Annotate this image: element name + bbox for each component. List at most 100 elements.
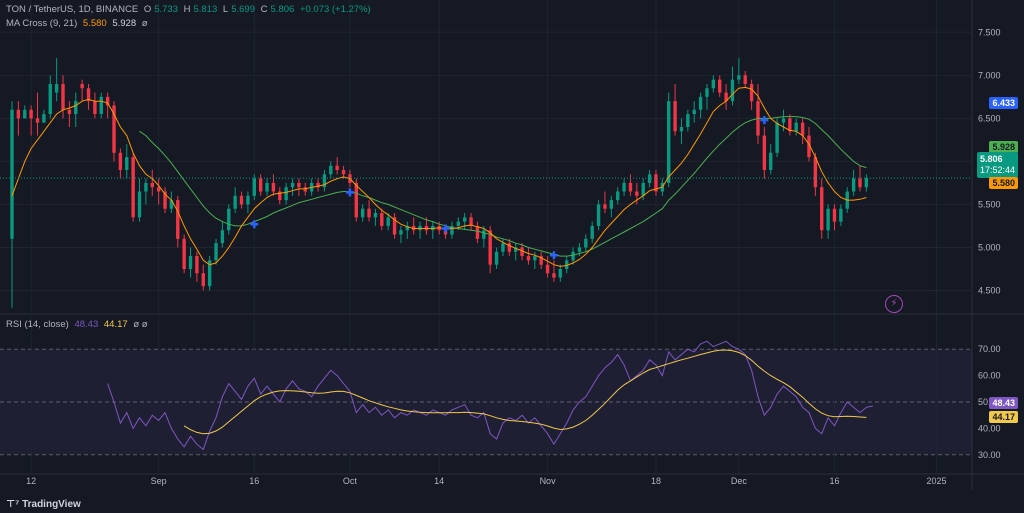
candle-body [616, 191, 620, 201]
candle-body [316, 182, 320, 188]
candle-body [220, 230, 225, 244]
ma-slow-line [139, 116, 867, 257]
rsi-pane-header: RSI (14, close) 48.43 44.17 ø ø [6, 319, 151, 330]
price-tick-label: 4.500 [978, 285, 1001, 295]
rsi-ma-tag: 44.17 [989, 411, 1018, 423]
candle-body [290, 182, 295, 188]
candle-body [635, 191, 639, 196]
candle-body [775, 122, 779, 153]
candle-body [392, 217, 397, 235]
candle-body [533, 256, 537, 261]
candle-body [80, 83, 84, 89]
time-tick-label: Dec [731, 476, 748, 486]
price-tick-label: 5.500 [978, 199, 1001, 209]
close-label: C [260, 4, 268, 15]
candle-body [265, 182, 269, 192]
candle-body [405, 225, 410, 231]
ma-legend: MA Cross (9, 21) 5.580 5.928 ø [6, 18, 151, 29]
candle-body [788, 118, 792, 132]
symbol-title[interactable]: TON / TetherUS, 1D, BINANCE [6, 4, 139, 15]
candle-body [718, 79, 722, 93]
candle-body [284, 187, 288, 201]
rsi-ma-line [183, 349, 867, 435]
candle-body [826, 208, 830, 231]
candle-body [781, 118, 786, 123]
tradingview-logo-text: TradingView [22, 499, 81, 510]
candle-body [297, 182, 301, 188]
candle-body [724, 92, 728, 102]
lightning-icon[interactable]: ⚡ [885, 295, 903, 313]
rsi-title[interactable]: RSI (14, close) [6, 319, 69, 330]
candle-body [596, 204, 601, 226]
bar-countdown: 17:52:44 [979, 165, 1015, 175]
visibility-icon[interactable]: ø [141, 18, 148, 29]
rsi-tick-label: 50.00 [978, 397, 1001, 407]
candle-body [29, 109, 33, 119]
price-tick-label: 6.500 [978, 113, 1001, 123]
candle-body [131, 157, 135, 218]
rsi-tick-label: 40.00 [978, 423, 1001, 433]
time-tick-label: 12 [26, 476, 36, 486]
candle-body [762, 135, 767, 170]
candle-body [667, 101, 671, 183]
candle-body [16, 109, 21, 119]
candle-body [99, 96, 103, 115]
candle-body [564, 260, 569, 269]
candle-body [207, 260, 212, 287]
candle-body [769, 152, 773, 170]
candle-body [335, 165, 339, 170]
rsi-ma-value: 44.17 [103, 319, 128, 330]
rsi-tick-label: 30.00 [978, 450, 1001, 460]
low-label: L [222, 4, 229, 15]
candle-body [679, 126, 684, 132]
time-tick-label: Oct [343, 476, 358, 486]
candle-body [622, 182, 626, 192]
candle-body [182, 238, 186, 269]
candle-body [61, 83, 65, 110]
candle-body [239, 195, 244, 205]
candle-body [35, 118, 40, 123]
rsi-tag: 48.43 [989, 397, 1018, 409]
candle-body [800, 122, 805, 136]
candle-body [54, 83, 59, 93]
time-tick-label: 2025 [926, 476, 946, 486]
candle-body [807, 135, 811, 158]
candle-body [144, 182, 148, 192]
time-tick-label: 18 [651, 476, 661, 486]
candle-body [851, 178, 856, 192]
candle-body [367, 208, 371, 218]
candle-body [23, 109, 27, 119]
candle-body [603, 204, 607, 209]
candle-body [456, 221, 461, 226]
candle-body [86, 88, 91, 102]
ma-cross-marker [250, 220, 259, 229]
ma-cross-marker [345, 188, 354, 197]
candle-body [469, 217, 473, 226]
price-tick-label: 7.000 [978, 70, 1001, 80]
candle-body [839, 208, 843, 222]
candle-body [654, 174, 658, 192]
visibility-icon[interactable]: ø ø [133, 319, 148, 330]
rsi-tick-label: 70.00 [978, 344, 1001, 354]
candle-body [10, 109, 14, 239]
candle-body [864, 178, 869, 188]
tradingview-logo[interactable]: ⊤⁷ TradingView [6, 499, 81, 510]
candle-body [705, 88, 709, 97]
candle-body [380, 213, 384, 226]
candle-body [571, 251, 575, 261]
ma-fast-line [11, 86, 867, 267]
candle-body [526, 256, 531, 261]
candle-body [125, 157, 129, 170]
candle-body [558, 268, 563, 278]
high-value: 5.813 [193, 4, 218, 15]
ma-cross-marker [549, 251, 558, 260]
candle-body [137, 191, 142, 218]
ma-fast-value: 5.580 [82, 18, 107, 29]
candle-body [858, 178, 862, 188]
ma-title[interactable]: MA Cross (9, 21) [6, 18, 78, 29]
candle-body [686, 114, 690, 127]
candle-body [462, 217, 467, 222]
candle-body [271, 182, 276, 192]
ma-cross-marker [760, 116, 769, 125]
